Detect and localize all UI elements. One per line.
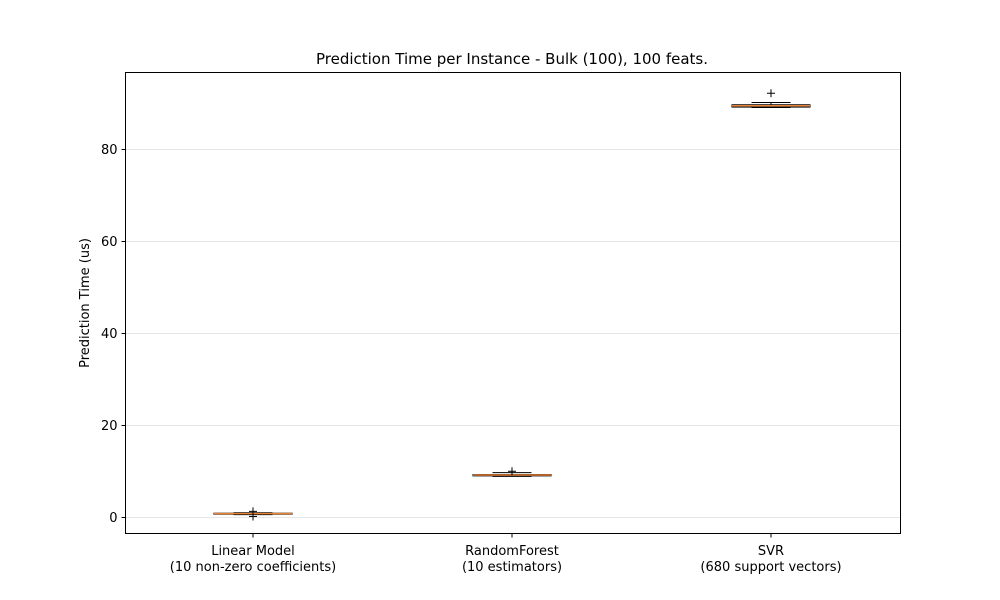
- y-tick-label: 60: [101, 235, 118, 250]
- y-tick-label: 20: [101, 419, 118, 434]
- y-tick-label: 80: [101, 143, 118, 158]
- y-axis: 0 20 40 60 80: [101, 143, 126, 526]
- x-axis: Linear Model(10 non-zero coefficients) Ra…: [170, 533, 842, 575]
- plot-area: [125, 72, 901, 534]
- x-tick-label: Linear Model: [211, 544, 295, 559]
- x-tick-label: RandomForest: [465, 544, 559, 559]
- x-tick-label: (10 estimators): [462, 560, 562, 575]
- x-tick-label: (680 support vectors): [700, 560, 841, 575]
- x-tick-label: (10 non-zero coefficients): [170, 560, 336, 575]
- grid-layer: [125, 149, 901, 518]
- y-axis-label: Prediction Time (us): [78, 238, 93, 368]
- chart-title: Prediction Time per Instance - Bulk (100…: [316, 50, 708, 68]
- y-tick-label: 0: [109, 511, 117, 526]
- y-tick-label: 40: [101, 327, 118, 342]
- box-layer: [213, 89, 811, 521]
- x-tick-label: SVR: [758, 544, 784, 559]
